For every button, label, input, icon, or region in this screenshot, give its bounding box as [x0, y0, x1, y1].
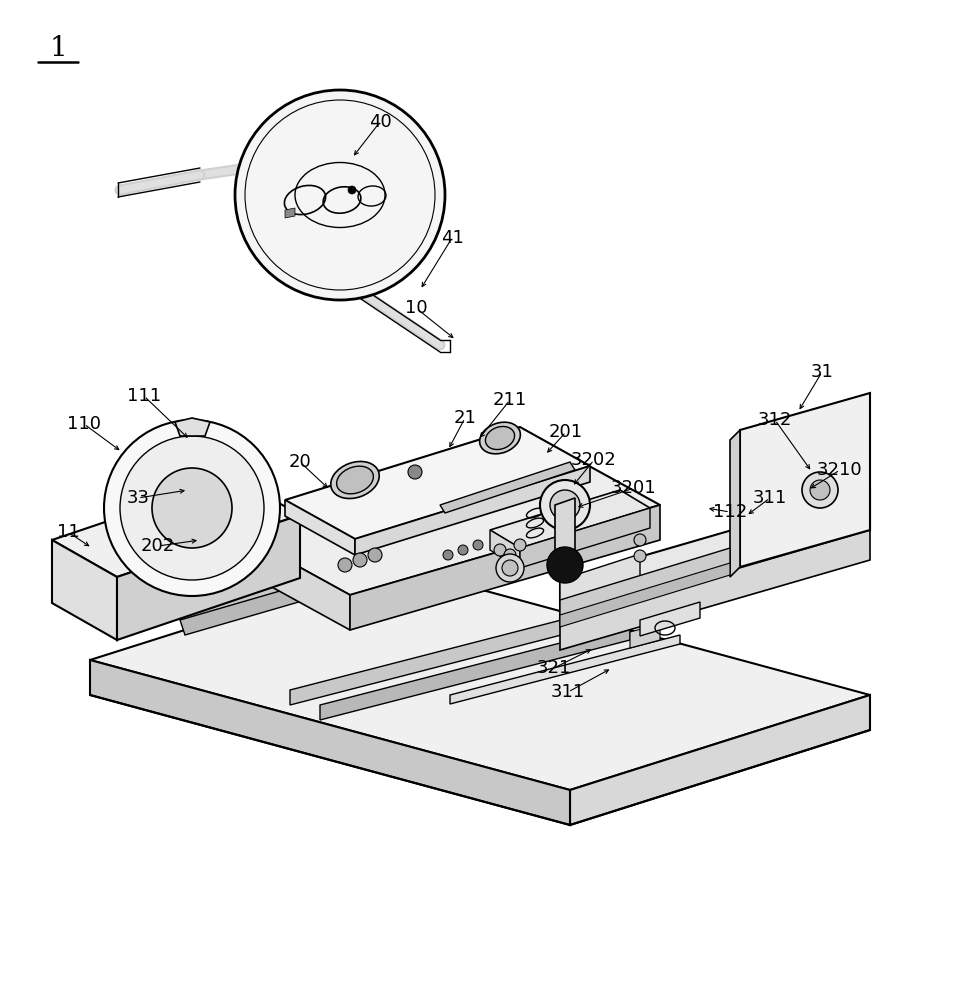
Text: 111: 111 [127, 387, 161, 405]
Text: 10: 10 [405, 299, 428, 317]
Polygon shape [730, 430, 740, 577]
Polygon shape [740, 393, 870, 567]
Circle shape [473, 540, 483, 550]
Text: 110: 110 [67, 415, 101, 433]
Circle shape [348, 186, 356, 194]
Text: 321: 321 [537, 659, 572, 677]
Polygon shape [290, 610, 600, 705]
Ellipse shape [480, 422, 521, 454]
Text: 31: 31 [810, 363, 833, 381]
Circle shape [408, 465, 422, 479]
Text: 202: 202 [141, 537, 175, 555]
Polygon shape [630, 624, 660, 648]
Circle shape [120, 436, 264, 580]
Polygon shape [560, 554, 640, 606]
Text: 311: 311 [550, 683, 585, 701]
Text: 33: 33 [127, 489, 150, 507]
Circle shape [504, 549, 516, 561]
Polygon shape [560, 530, 870, 650]
Circle shape [458, 545, 468, 555]
Polygon shape [560, 548, 730, 620]
Circle shape [547, 547, 583, 583]
Ellipse shape [337, 466, 373, 494]
Polygon shape [250, 450, 660, 595]
Text: 41: 41 [440, 229, 463, 247]
Circle shape [514, 539, 526, 551]
Circle shape [634, 534, 646, 546]
Circle shape [152, 468, 232, 548]
Circle shape [368, 548, 382, 562]
Polygon shape [640, 602, 700, 636]
Ellipse shape [331, 461, 379, 499]
Polygon shape [175, 515, 490, 620]
Polygon shape [52, 540, 117, 640]
Text: 1: 1 [49, 34, 67, 62]
Text: 311: 311 [753, 489, 787, 507]
Polygon shape [450, 635, 680, 704]
Circle shape [810, 480, 830, 500]
Circle shape [496, 554, 524, 582]
Polygon shape [90, 660, 570, 825]
Polygon shape [52, 478, 300, 577]
Polygon shape [350, 505, 660, 630]
Polygon shape [175, 418, 210, 436]
Polygon shape [285, 500, 355, 555]
Text: 312: 312 [758, 411, 792, 429]
Polygon shape [560, 490, 870, 620]
Polygon shape [117, 515, 300, 640]
Polygon shape [250, 540, 350, 630]
Circle shape [443, 550, 453, 560]
Circle shape [353, 553, 367, 567]
Circle shape [550, 490, 580, 520]
Ellipse shape [485, 426, 515, 450]
Polygon shape [490, 530, 520, 568]
Text: 20: 20 [289, 453, 312, 471]
Polygon shape [560, 563, 730, 627]
Text: 21: 21 [454, 409, 477, 427]
Polygon shape [285, 427, 590, 539]
Circle shape [540, 480, 590, 530]
Circle shape [235, 90, 445, 300]
Polygon shape [520, 508, 650, 568]
Circle shape [338, 558, 352, 572]
Polygon shape [90, 565, 870, 790]
Polygon shape [490, 490, 650, 548]
Text: 40: 40 [368, 113, 391, 131]
Circle shape [502, 560, 518, 576]
Text: 11: 11 [57, 523, 80, 541]
Text: 3210: 3210 [817, 461, 863, 479]
Text: 211: 211 [493, 391, 527, 409]
Polygon shape [570, 695, 870, 825]
Polygon shape [440, 462, 575, 513]
Circle shape [802, 472, 838, 508]
Text: 201: 201 [549, 423, 583, 441]
Text: 3201: 3201 [611, 479, 657, 497]
Text: 3202: 3202 [572, 451, 617, 469]
Polygon shape [180, 530, 495, 635]
Circle shape [634, 550, 646, 562]
Circle shape [494, 544, 506, 556]
Polygon shape [320, 625, 630, 720]
Polygon shape [355, 466, 590, 555]
Circle shape [104, 420, 280, 596]
Text: 112: 112 [713, 503, 747, 521]
Polygon shape [555, 498, 575, 567]
Polygon shape [285, 208, 295, 218]
